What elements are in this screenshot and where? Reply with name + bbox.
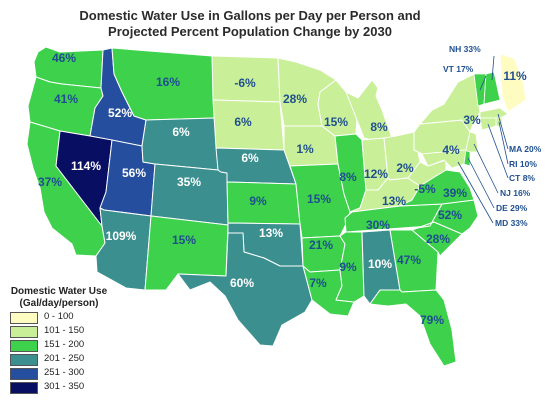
legend-range-label: 101 - 150 (44, 325, 85, 336)
state-label-ny: 3% (463, 113, 481, 127)
legend-range-label: 251 - 300 (44, 367, 85, 378)
legend-rows: 0 - 100 101 - 150 151 - 200 201 - 250 251 - … (4, 311, 154, 394)
state-label-ms: 9% (339, 260, 357, 274)
state-label-id: 52% (108, 106, 132, 120)
legend-swatch (10, 340, 38, 352)
state-label-al: 10% (368, 257, 392, 271)
legend-swatch (10, 368, 38, 380)
leader-ct (487, 123, 509, 179)
map-title: Domestic Water Use in Gallons per Day pe… (60, 8, 440, 40)
external-label-ri: RI 10% (509, 159, 537, 169)
legend-swatch (10, 326, 38, 338)
legend-title-line-2: (Gal/day/person) (19, 298, 99, 309)
state-label-wy: 6% (172, 125, 190, 139)
state-label-wa: 46% (52, 51, 76, 65)
state-label-ky: 13% (382, 194, 406, 208)
leader-de (467, 157, 495, 209)
legend-item: 101 - 150 (4, 325, 154, 338)
state-ma (479, 107, 509, 119)
external-label-de: DE 29% (496, 203, 528, 213)
states-layer (26, 46, 527, 367)
state-label-ga: 47% (397, 253, 421, 267)
state-label-me: 11% (503, 69, 527, 83)
state-label-wi: 15% (324, 115, 348, 129)
state-label-ca: 37% (38, 175, 62, 189)
state-label-tn: 30% (366, 218, 390, 232)
legend-range-label: 0 - 100 (44, 311, 74, 322)
external-label-md: MD 33% (495, 218, 528, 228)
state-ms (335, 231, 365, 303)
state-label-fl: 79% (420, 313, 444, 327)
state-md (421, 149, 467, 169)
external-label-ct: CT 8% (509, 173, 535, 183)
state-label-wv: -5% (414, 182, 436, 196)
leader-vt (479, 75, 487, 91)
state-label-in: 12% (364, 167, 388, 181)
legend-title: Domestic Water Use (Gal/day/person) (4, 286, 114, 310)
state-label-az: 109% (106, 229, 137, 243)
leader-md (457, 161, 494, 224)
leader-ma (497, 113, 509, 150)
state-label-nd: -6% (234, 76, 256, 90)
leader-lines (457, 55, 509, 224)
state-nj (465, 131, 479, 153)
leader-ri (498, 121, 509, 165)
external-label-ma: MA 20% (509, 144, 542, 154)
legend-item: 251 - 300 (4, 367, 154, 380)
state-tx (177, 232, 313, 347)
state-label-mo: 15% (307, 192, 331, 206)
legend-item: 301 - 350 (4, 381, 154, 394)
legend-item: 151 - 200 (4, 339, 154, 352)
legend-swatch (10, 382, 38, 394)
legend-range-label: 201 - 250 (44, 353, 85, 364)
state-label-pa: 4% (442, 143, 460, 157)
state-label-nv: 114% (71, 159, 101, 173)
state-label-nc: 52% (438, 208, 462, 222)
state-az (95, 207, 152, 291)
leader-nj (473, 143, 499, 194)
external-label-nj: NJ 16% (500, 188, 531, 198)
state-label-ks: 9% (249, 194, 267, 208)
state-label-ok: 13% (259, 226, 283, 240)
state-me (499, 53, 527, 113)
title-line-2: Projected Percent Population Change by 2… (108, 24, 392, 39)
legend-item: 201 - 250 (4, 353, 154, 366)
state-label-sd: 6% (234, 115, 252, 129)
state-label-mn: 28% (283, 92, 307, 106)
state-label-va: 39% (443, 186, 467, 200)
leader-nh (491, 55, 495, 81)
legend-swatch (10, 354, 38, 366)
state-fl (369, 289, 457, 367)
state-label-ar: 21% (309, 238, 333, 252)
title-line-1: Domestic Water Use in Gallons per Day pe… (79, 8, 421, 23)
legend-range-label: 301 - 350 (44, 381, 85, 392)
state-nh (483, 71, 501, 105)
state-label-ne: 6% (241, 151, 259, 165)
state-label-tx: 60% (230, 276, 254, 290)
state-label-nm: 15% (172, 233, 196, 247)
external-label-vt: VT 17% (443, 64, 474, 74)
state-label-mi: 8% (370, 120, 388, 134)
state-label-or: 41% (54, 92, 78, 106)
state-label-ia: 1% (296, 142, 314, 156)
state-label-il: 8% (339, 170, 357, 184)
state-label-oh: 2% (396, 161, 414, 175)
state-labels: 46% 41% 37% 52% 114% 56% 109% 16% 6% 35% 15% -6% 6% 6… (38, 44, 542, 327)
legend-title-line-1: Domestic Water Use (10, 286, 108, 297)
state-label-la: 7% (309, 276, 327, 290)
state-wv (407, 159, 447, 187)
state-label-ut: 56% (122, 166, 146, 180)
legend: Domestic Water Use (Gal/day/person) 0 - … (4, 286, 154, 394)
external-label-nh: NH 33% (449, 44, 481, 54)
state-label-mt: 16% (156, 75, 180, 89)
state-co (150, 163, 229, 226)
state-label-co: 35% (177, 175, 201, 189)
legend-swatch (10, 312, 38, 324)
legend-range-label: 151 - 200 (44, 339, 85, 350)
state-label-sc: 28% (426, 232, 450, 246)
legend-item: 0 - 100 (4, 311, 154, 324)
